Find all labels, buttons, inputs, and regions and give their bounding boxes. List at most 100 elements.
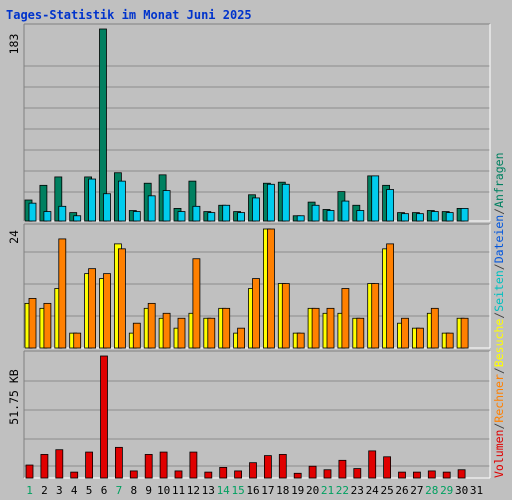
bar-volume (100, 355, 108, 479)
x-tick-label: 3 (56, 484, 63, 497)
bar-hosts (326, 307, 335, 349)
bar-volume (383, 456, 392, 479)
x-tick-label: 26 (395, 484, 408, 497)
x-tick-label: 18 (276, 484, 289, 497)
chart-title: Tages-Statistik im Monat Juni 2025 (6, 8, 252, 22)
chart-panel-hits (23, 23, 491, 222)
bar-hosts (192, 258, 201, 349)
bar-hosts (88, 268, 96, 349)
bar-hosts (356, 317, 365, 349)
bar-hosts (415, 327, 424, 349)
legend-volume: Volumen (492, 430, 506, 478)
bar-files (445, 212, 454, 222)
bar-hosts (103, 273, 111, 349)
bar-files (177, 211, 186, 222)
bar-files (266, 183, 275, 222)
bar-hosts (401, 317, 409, 349)
x-tick-label: 13 (202, 484, 215, 497)
bar-files (103, 193, 111, 222)
y-axis-max-label: 24 (7, 230, 21, 244)
bar-volume (293, 472, 302, 479)
bar-files (296, 215, 305, 222)
bar-volume (457, 469, 466, 479)
legend-separator: / (492, 423, 506, 430)
bar-volume (25, 464, 34, 479)
bar-hosts (296, 332, 305, 349)
legend-separator: / (492, 312, 506, 319)
bar-files (58, 205, 67, 222)
legend-visits: Besuche (492, 319, 506, 368)
bar-files (311, 204, 320, 222)
bar-hosts (371, 283, 380, 349)
bar-volume (353, 468, 362, 479)
bar-files (460, 208, 469, 222)
bar-requests (188, 180, 197, 222)
bar-files (147, 195, 156, 222)
bar-volume (159, 451, 168, 479)
bar-hosts (43, 302, 52, 349)
bar-hosts (237, 327, 246, 349)
x-tick-label: 8 (130, 484, 137, 497)
x-tick-label: 15 (231, 484, 244, 497)
bar-volume (204, 471, 213, 479)
bar-volume (40, 454, 49, 479)
legend-requests: Anfragen (492, 153, 506, 208)
bar-hosts (430, 307, 439, 349)
legend-hosts: Rechner (492, 374, 506, 423)
bar-hosts (341, 288, 350, 349)
bar-hosts (73, 332, 82, 349)
bar-volume (249, 462, 257, 479)
bar-files (118, 180, 126, 222)
bar-files (162, 190, 171, 222)
bar-files (73, 215, 82, 222)
legend-separator: / (492, 367, 506, 374)
bar-hosts (207, 317, 216, 349)
bar-files (341, 200, 350, 222)
x-tick-label: 5 (86, 484, 93, 497)
bar-files (371, 175, 380, 222)
bar-volume (129, 470, 138, 479)
bar-requests (39, 184, 48, 222)
bar-files (237, 212, 246, 222)
x-tick-label: 23 (351, 484, 364, 497)
bar-files (88, 178, 96, 222)
x-tick-label: 12 (187, 484, 200, 497)
x-tick-label: 25 (380, 484, 393, 497)
x-tick-label: 2 (41, 484, 48, 497)
x-tick-label: 27 (410, 484, 423, 497)
bar-volume (85, 451, 93, 479)
bar-files (222, 204, 231, 222)
bar-hosts (386, 243, 395, 349)
x-tick-label: 29 (440, 484, 453, 497)
bar-files (401, 213, 409, 222)
bar-volume (442, 471, 451, 479)
bar-hosts (252, 278, 260, 349)
x-tick-label: 10 (157, 484, 170, 497)
bar-volume (398, 471, 406, 479)
bar-hosts (281, 283, 290, 349)
bar-volume (55, 449, 64, 479)
x-tick-label: 20 (306, 484, 319, 497)
bar-volume (189, 451, 198, 479)
bar-volume (115, 446, 123, 479)
legend: Volumen/Rechner/Besuche/Seiten/Dateien/A… (492, 153, 506, 479)
bar-files (326, 210, 335, 222)
bar-hosts (28, 298, 37, 349)
bar-volume (263, 455, 272, 479)
x-tick-label: 4 (71, 484, 78, 497)
bar-files (28, 202, 37, 222)
x-tick-label: 24 (366, 484, 380, 497)
bar-hosts (162, 312, 171, 349)
bar-volume (412, 471, 421, 479)
x-tick-label: 11 (172, 484, 185, 497)
x-tick-label: 6 (101, 484, 108, 497)
legend-files: Dateien (492, 215, 506, 263)
bar-hosts (177, 317, 186, 349)
bar-hosts (460, 317, 469, 349)
bar-hosts (147, 302, 156, 349)
bar-files (415, 213, 424, 222)
bar-files (252, 197, 260, 222)
bar-files (356, 210, 365, 222)
x-tick-label: 30 (455, 484, 468, 497)
bar-files (281, 183, 290, 222)
